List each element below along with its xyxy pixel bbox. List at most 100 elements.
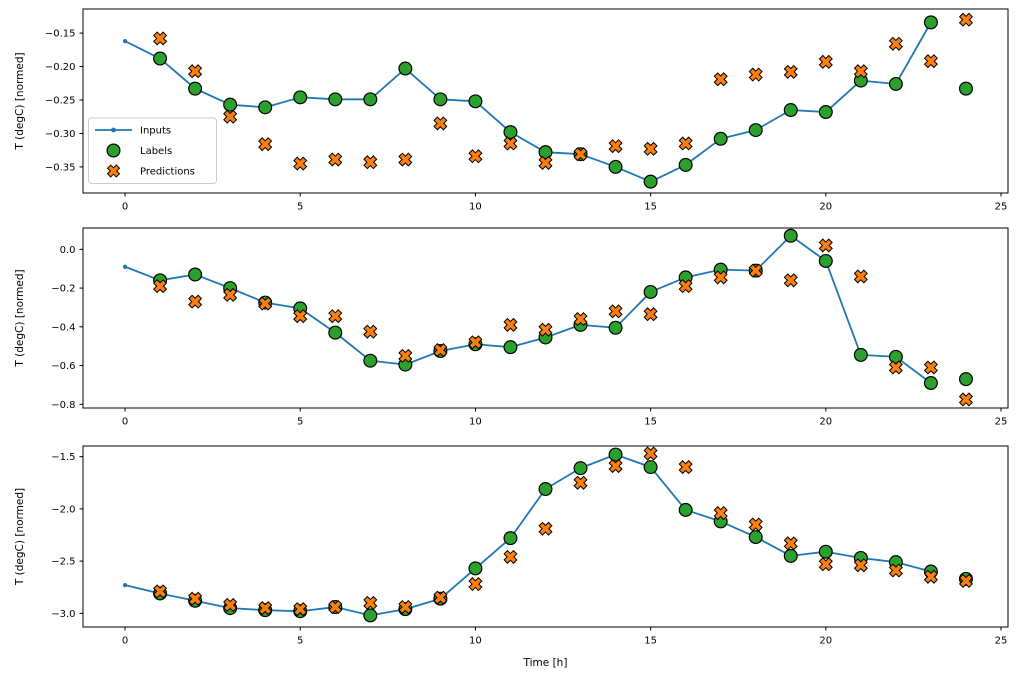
prediction-marker <box>643 446 658 461</box>
prediction-marker <box>923 569 938 584</box>
prediction-marker <box>853 269 868 284</box>
label-marker <box>783 548 798 563</box>
label-marker <box>328 325 343 340</box>
label-marker <box>783 228 798 243</box>
prediction-marker <box>223 597 238 613</box>
prediction-marker <box>888 563 903 578</box>
x-axis-tick-label: 20 <box>819 202 832 213</box>
prediction-marker <box>678 460 693 475</box>
prediction-marker <box>923 54 938 69</box>
prediction-marker <box>713 270 728 285</box>
x-axis-tick-label: 25 <box>995 636 1008 647</box>
legend-item-predictions: Predictions <box>106 164 195 178</box>
prediction-marker <box>398 348 413 363</box>
prediction-marker <box>328 309 343 324</box>
label-marker <box>643 174 658 189</box>
y-axis-tick-label: −0.2 <box>51 284 75 295</box>
subplot-top: 0 5 10 15 20 25 −0.15 −0.20 −0.25 −0.30 −0.35 T (de… <box>14 8 1009 213</box>
prediction-marker <box>853 64 868 79</box>
prediction-marker <box>153 584 168 599</box>
prediction-marker <box>188 294 203 309</box>
y-axis-tick-label: 0.0 <box>60 245 76 256</box>
prediction-marker <box>503 549 518 564</box>
prediction-marker <box>153 279 168 294</box>
y-axis: 0.0 −0.2 −0.4 −0.6 −0.8 <box>51 245 83 411</box>
legend-inputs-dot-sample <box>111 127 116 133</box>
axes-frame <box>82 227 1009 409</box>
y-axis-tick-label: −0.4 <box>51 322 75 333</box>
label-marker <box>608 447 623 462</box>
label-marker <box>328 92 343 107</box>
label-marker <box>958 81 973 96</box>
prediction-marker <box>573 312 588 327</box>
y-axis-title: T (degC) [normed] <box>14 488 26 586</box>
prediction-marker <box>783 273 798 288</box>
prediction-marker <box>573 475 588 490</box>
prediction-marker <box>538 521 553 536</box>
prediction-marker <box>818 557 833 572</box>
legend-label-predictions: Predictions <box>140 167 195 178</box>
prediction-marker <box>188 64 203 79</box>
predictions-series <box>153 446 974 617</box>
prediction-marker <box>608 139 623 154</box>
prediction-marker <box>958 392 974 407</box>
prediction-marker <box>748 517 763 532</box>
label-marker <box>468 94 483 109</box>
x-axis-tick-label: 25 <box>995 417 1008 428</box>
prediction-marker <box>818 238 833 253</box>
axes-frame <box>82 445 1009 628</box>
label-marker <box>433 92 448 107</box>
label-marker <box>888 76 903 91</box>
y-axis-tick-label: −3.0 <box>51 609 75 620</box>
prediction-marker <box>958 12 974 27</box>
prediction-marker <box>538 322 553 337</box>
label-marker <box>958 372 973 387</box>
prediction-marker <box>748 67 763 82</box>
label-marker <box>573 461 588 476</box>
label-marker <box>468 561 483 576</box>
x-axis-tick-label: 0 <box>122 636 128 647</box>
x-axis-tick-label: 20 <box>819 636 832 647</box>
prediction-marker <box>258 601 273 616</box>
label-marker <box>818 253 833 268</box>
label-marker <box>818 105 833 120</box>
prediction-marker <box>433 590 448 605</box>
predictions-series <box>153 12 974 171</box>
y-axis-tick-label: −2.0 <box>51 504 75 515</box>
x-axis-tick-label: 15 <box>644 417 657 428</box>
prediction-marker <box>573 147 588 162</box>
x-axis-tick-label: 5 <box>297 202 303 213</box>
prediction-marker <box>363 155 378 170</box>
x-axis-tick-label: 10 <box>469 636 482 647</box>
prediction-marker <box>398 152 413 167</box>
y-axis: −1.5 −2.0 −2.5 −3.0 <box>51 452 83 620</box>
prediction-marker <box>958 573 974 588</box>
prediction-marker <box>363 595 378 610</box>
prediction-marker <box>678 279 693 294</box>
prediction-marker <box>713 506 728 521</box>
y-axis-tick-label: −2.5 <box>51 557 75 568</box>
input-point-marker <box>122 39 128 44</box>
legend-item-labels: Labels <box>106 143 172 158</box>
prediction-marker <box>293 309 308 324</box>
legend-box <box>88 117 217 184</box>
prediction-marker <box>223 287 238 302</box>
subplot-middle: 0 5 10 15 20 25 0.0 −0.2 −0.4 −0.6 −0.8 T (degC) [n… <box>14 227 1009 428</box>
label-marker <box>678 157 693 172</box>
x-axis-tick-label: 5 <box>297 636 303 647</box>
prediction-marker <box>503 317 518 332</box>
prediction-marker <box>293 602 308 617</box>
y-axis-title: T (degC) [normed] <box>14 269 26 367</box>
prediction-marker <box>748 263 763 278</box>
legend-labels-circle-sample <box>106 143 121 158</box>
prediction-marker <box>713 72 728 87</box>
label-marker <box>363 608 378 623</box>
input-point-marker <box>122 264 128 269</box>
prediction-marker <box>293 156 308 171</box>
y-axis-tick-label: −1.5 <box>51 452 75 463</box>
x-axis-tick-label: 10 <box>469 417 482 428</box>
prediction-marker <box>223 109 238 124</box>
prediction-marker <box>433 343 448 358</box>
legend-predictions-x-sample <box>106 164 121 178</box>
label-marker <box>293 90 308 105</box>
